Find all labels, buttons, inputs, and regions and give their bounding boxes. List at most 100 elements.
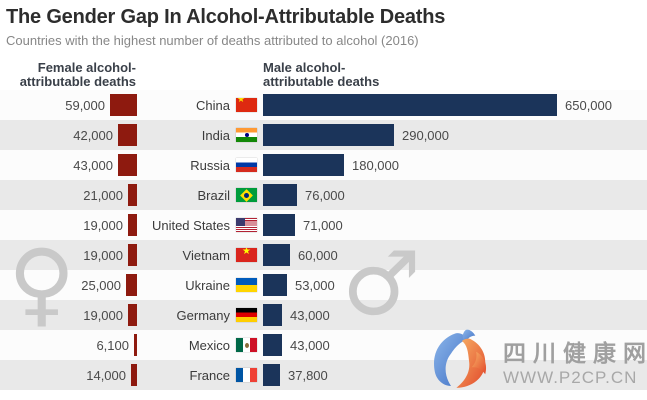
female-cell: 42,000 (0, 120, 137, 150)
male-bar (263, 364, 280, 386)
female-bar (131, 364, 137, 386)
female-value-label: 19,000 (83, 217, 123, 233)
female-bar (128, 304, 137, 326)
male-value-label: 290,000 (402, 127, 449, 143)
country-label: United States (151, 217, 230, 233)
male-cell: 290,000 (257, 120, 647, 150)
country-flag-icon (236, 128, 257, 142)
male-value-label: 43,000 (290, 307, 330, 323)
male-cell: 76,000 (257, 180, 647, 210)
country-flag-icon (236, 188, 257, 202)
country-label: Vietnam (182, 247, 230, 263)
female-cell: 19,000 (0, 240, 137, 270)
country-label: India (201, 127, 230, 143)
female-bar (134, 334, 137, 356)
female-column-header-line1: Female alcohol- (37, 60, 136, 75)
country-cell: Brazil (137, 180, 257, 210)
female-cell: 43,000 (0, 150, 137, 180)
female-cell: 19,000 (0, 300, 137, 330)
female-bar (118, 154, 137, 176)
watermark: 四川健康网 WWW.P2CP.CN (424, 327, 647, 396)
female-value-label: 43,000 (73, 157, 113, 173)
female-column-header-line2: attributable deaths (19, 74, 136, 89)
country-label: Brazil (197, 187, 230, 203)
country-flag-icon (236, 338, 257, 352)
country-flag-icon (236, 248, 257, 262)
male-bar (263, 214, 295, 236)
male-bar (263, 244, 290, 266)
watermark-site-name: 四川健康网 (503, 340, 647, 366)
country-flag-icon (236, 308, 257, 322)
male-cell: 60,000 (257, 240, 647, 270)
country-flag-icon (236, 98, 257, 112)
male-cell: 53,000 (257, 270, 647, 300)
male-bar (263, 124, 394, 146)
table-row: 19,000 United States 71,000 (0, 210, 647, 240)
female-cell: 19,000 (0, 210, 137, 240)
male-bar (263, 334, 282, 356)
male-cell: 43,000 (257, 300, 647, 330)
country-label: France (189, 367, 230, 383)
male-cell: 37,800 (257, 360, 647, 390)
country-flag-icon (236, 278, 257, 292)
male-value-label: 180,000 (352, 157, 399, 173)
country-flag-icon (236, 368, 257, 382)
phoenix-logo-icon (424, 327, 496, 396)
male-value-label: 650,000 (565, 97, 612, 113)
female-bar (128, 184, 137, 206)
female-cell: 14,000 (0, 360, 137, 390)
male-column-header: Male alcohol- attributable deaths (263, 61, 379, 89)
male-value-label: 43,000 (290, 337, 330, 353)
male-column-header-line1: Male alcohol- (263, 60, 346, 75)
male-cell: 650,000 (257, 90, 647, 120)
country-label: Germany (176, 307, 230, 323)
male-value-label: 60,000 (298, 247, 338, 263)
table-row: 25,000 Ukraine 53,000 (0, 270, 647, 300)
table-row: 59,000 China 650,000 (0, 90, 647, 120)
female-column-header: Female alcohol- attributable deaths (0, 61, 137, 89)
country-label: Mexico (188, 337, 230, 353)
country-cell: Ukraine (137, 270, 257, 300)
female-cell: 25,000 (0, 270, 137, 300)
country-cell: India (137, 120, 257, 150)
female-bar (118, 124, 137, 146)
female-value-label: 59,000 (65, 97, 105, 113)
country-flag-icon (236, 218, 257, 232)
female-value-label: 42,000 (73, 127, 113, 143)
male-bar (263, 274, 287, 296)
table-row: 21,000 Brazil 76,000 (0, 180, 647, 210)
female-cell: 59,000 (0, 90, 137, 120)
country-label: Russia (190, 157, 230, 173)
male-cell: 43,000 (257, 330, 647, 360)
country-cell: Vietnam (137, 240, 257, 270)
female-value-label: 6,100 (96, 337, 129, 353)
country-cell: France (137, 360, 257, 390)
country-cell: Germany (137, 300, 257, 330)
female-bar (128, 214, 137, 236)
table-row: 42,000 India 290,000 (0, 120, 647, 150)
table-row: 19,000 Germany 43,000 (0, 300, 647, 330)
table-row: 6,100 Mexico 43,000 (0, 330, 647, 360)
male-bar (263, 94, 557, 116)
country-flag-icon (236, 158, 257, 172)
page-title: The Gender Gap In Alcohol-Attributable D… (6, 6, 446, 28)
female-value-label: 14,000 (86, 367, 126, 383)
country-label: China (196, 97, 230, 113)
female-value-label: 19,000 (83, 307, 123, 323)
country-cell: Russia (137, 150, 257, 180)
female-value-label: 25,000 (81, 277, 121, 293)
male-bar (263, 154, 344, 176)
table-row: 19,000 Vietnam 60,000 (0, 240, 647, 270)
country-cell: Mexico (137, 330, 257, 360)
male-column-header-line2: attributable deaths (263, 74, 380, 89)
female-cell: 6,100 (0, 330, 137, 360)
country-label: Ukraine (185, 277, 230, 293)
female-bar (110, 94, 137, 116)
male-value-label: 76,000 (305, 187, 345, 203)
chart-rows: 59,000 China 650,000 42,000 India (0, 90, 647, 390)
male-value-label: 37,800 (288, 367, 328, 383)
male-value-label: 53,000 (295, 277, 335, 293)
male-cell: 180,000 (257, 150, 647, 180)
table-row: 14,000 France 37,800 (0, 360, 647, 390)
